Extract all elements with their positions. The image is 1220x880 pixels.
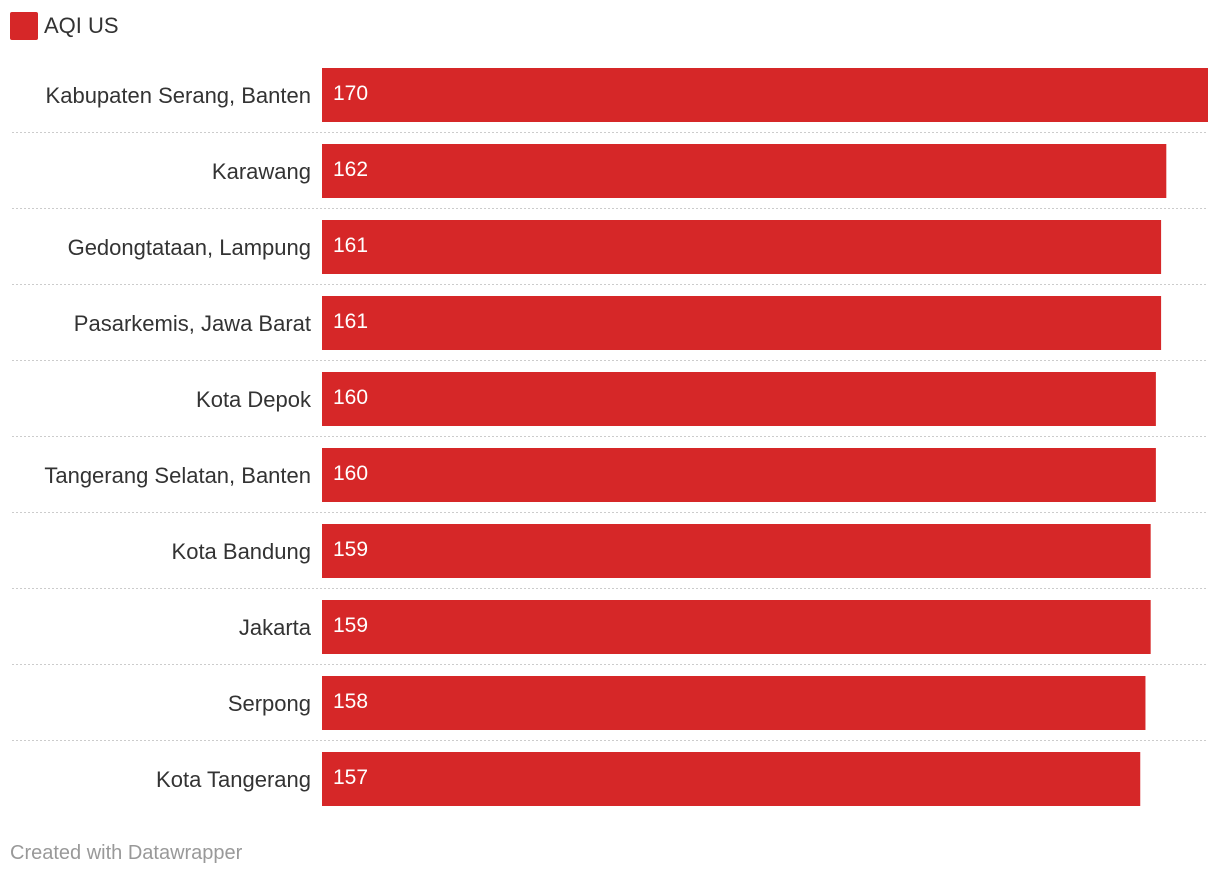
bar	[322, 144, 1167, 198]
value-label: 157	[333, 766, 368, 789]
bar	[322, 68, 1208, 122]
bar	[322, 600, 1151, 654]
category-label: Kota Tangerang	[156, 767, 311, 792]
bar	[322, 220, 1162, 274]
value-label: 159	[333, 614, 368, 637]
category-label: Tangerang Selatan, Banten	[44, 463, 311, 488]
legend-label: AQI US	[44, 13, 119, 38]
value-label: 170	[333, 82, 368, 105]
value-label: 161	[333, 234, 368, 257]
legend-swatch	[10, 12, 38, 40]
category-label: Serpong	[228, 691, 311, 716]
footer-credit: Created with Datawrapper	[10, 842, 243, 864]
legend: AQI US	[10, 12, 119, 40]
value-label: 160	[333, 386, 368, 409]
value-label: 160	[333, 462, 368, 485]
value-label: 162	[333, 158, 368, 181]
bar	[322, 676, 1146, 730]
category-label: Kota Depok	[196, 387, 312, 412]
value-label: 159	[333, 538, 368, 561]
bar	[322, 372, 1156, 426]
bar	[322, 296, 1162, 350]
category-label: Jakarta	[239, 615, 312, 640]
bar	[322, 448, 1156, 502]
value-label: 158	[333, 690, 368, 713]
category-label: Karawang	[212, 159, 311, 184]
category-label: Kabupaten Serang, Banten	[46, 83, 311, 108]
category-label: Gedongtataan, Lampung	[68, 235, 311, 260]
value-label: 161	[333, 310, 368, 333]
bar	[322, 524, 1151, 578]
category-label: Pasarkemis, Jawa Barat	[74, 311, 311, 336]
bar	[322, 752, 1141, 806]
category-label: Kota Bandung	[172, 539, 311, 564]
